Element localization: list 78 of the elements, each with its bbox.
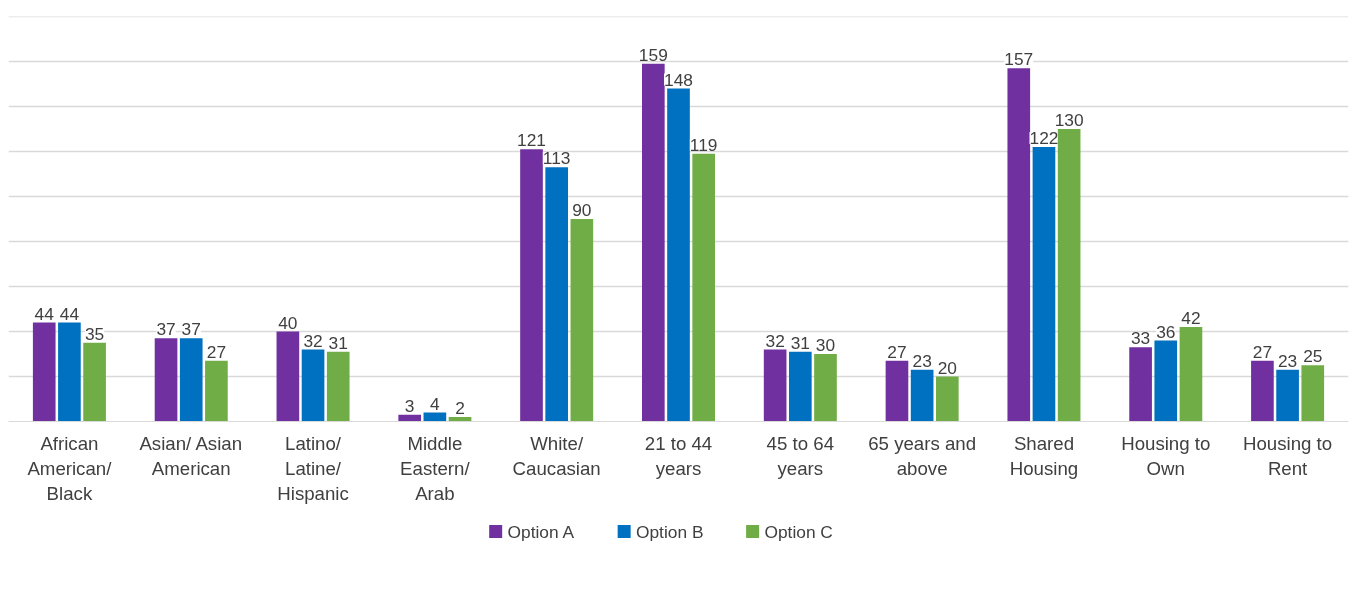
x-tick-label: Housing to Rent bbox=[1243, 432, 1333, 479]
data-label: 44 bbox=[34, 303, 55, 324]
data-label: 37 bbox=[156, 319, 176, 340]
data-label: 42 bbox=[1181, 308, 1201, 328]
data-label: 32 bbox=[765, 330, 785, 351]
bar bbox=[154, 338, 178, 422]
legend-label: Option B bbox=[636, 521, 704, 542]
data-label: 27 bbox=[1252, 341, 1273, 362]
bar bbox=[32, 322, 56, 422]
data-label: 4 bbox=[430, 393, 441, 414]
data-label: 31 bbox=[328, 332, 348, 353]
data-label: 113 bbox=[542, 148, 571, 169]
legend-label: Option C bbox=[764, 521, 833, 542]
data-label: 27 bbox=[206, 341, 227, 362]
bar bbox=[642, 63, 665, 422]
x-tick-label: African American/ Black bbox=[27, 432, 113, 504]
x-tick-label: Latino/ Latine/ Hispanic bbox=[277, 432, 349, 504]
data-label: 148 bbox=[664, 69, 693, 90]
x-tick-label: Middle Eastern/ Arab bbox=[400, 432, 471, 504]
bar bbox=[205, 360, 228, 422]
x-tick-label: 45 to 64 years bbox=[766, 432, 835, 479]
data-label: 23 bbox=[1277, 350, 1298, 371]
data-label: 157 bbox=[1004, 49, 1034, 70]
bar bbox=[1057, 129, 1081, 422]
bar bbox=[520, 149, 543, 422]
x-tick-label: Asian/ Asian American bbox=[139, 432, 243, 479]
x-tick-label: Housing to Own bbox=[1121, 432, 1211, 479]
bar bbox=[83, 342, 106, 422]
data-label: 30 bbox=[815, 335, 836, 355]
data-label: 25 bbox=[1303, 346, 1323, 367]
data-label: 130 bbox=[1054, 110, 1084, 130]
data-label: 23 bbox=[912, 350, 932, 371]
data-label: 90 bbox=[572, 200, 592, 220]
bar bbox=[276, 331, 300, 422]
bar bbox=[1301, 365, 1325, 422]
bar bbox=[545, 167, 569, 422]
bar bbox=[1129, 347, 1152, 422]
data-label: 122 bbox=[1029, 128, 1059, 148]
bar bbox=[1251, 360, 1274, 422]
data-label: 36 bbox=[1156, 321, 1176, 342]
bar bbox=[935, 376, 959, 422]
data-label: 37 bbox=[181, 319, 201, 340]
x-tick-label: 65 years and above bbox=[868, 432, 977, 479]
data-label: 31 bbox=[790, 332, 810, 353]
data-label: 32 bbox=[303, 330, 323, 351]
data-label: 33 bbox=[1130, 328, 1151, 349]
x-tick-label: 21 to 44 years bbox=[644, 432, 713, 479]
data-label: 121 bbox=[517, 130, 546, 151]
x-tick-label: White/ Caucasian bbox=[512, 432, 601, 479]
bar bbox=[788, 351, 812, 422]
bar bbox=[1179, 327, 1203, 422]
bar bbox=[1154, 340, 1178, 422]
data-label: 2 bbox=[455, 398, 465, 418]
bar bbox=[763, 349, 787, 422]
bar bbox=[398, 414, 422, 422]
bar bbox=[301, 349, 325, 422]
bar bbox=[692, 153, 715, 422]
bar bbox=[179, 338, 203, 422]
bar bbox=[58, 322, 81, 422]
data-label: 20 bbox=[937, 357, 957, 378]
x-tick-label: Shared Housing bbox=[1009, 432, 1079, 479]
bar bbox=[1007, 68, 1031, 422]
bar bbox=[326, 351, 350, 422]
bar bbox=[910, 369, 934, 422]
data-label: 159 bbox=[638, 44, 668, 65]
bar bbox=[1032, 147, 1056, 422]
legend-label: Option A bbox=[507, 521, 575, 542]
data-label: 27 bbox=[887, 341, 907, 362]
data-label: 44 bbox=[59, 303, 80, 324]
bar bbox=[1276, 369, 1299, 422]
data-label: 40 bbox=[278, 312, 298, 333]
data-label: 119 bbox=[689, 134, 718, 155]
bar bbox=[667, 88, 690, 422]
bar bbox=[814, 354, 837, 422]
data-label: 35 bbox=[84, 323, 105, 344]
data-label: 3 bbox=[404, 395, 415, 416]
bar bbox=[885, 360, 909, 422]
bar bbox=[570, 219, 594, 422]
